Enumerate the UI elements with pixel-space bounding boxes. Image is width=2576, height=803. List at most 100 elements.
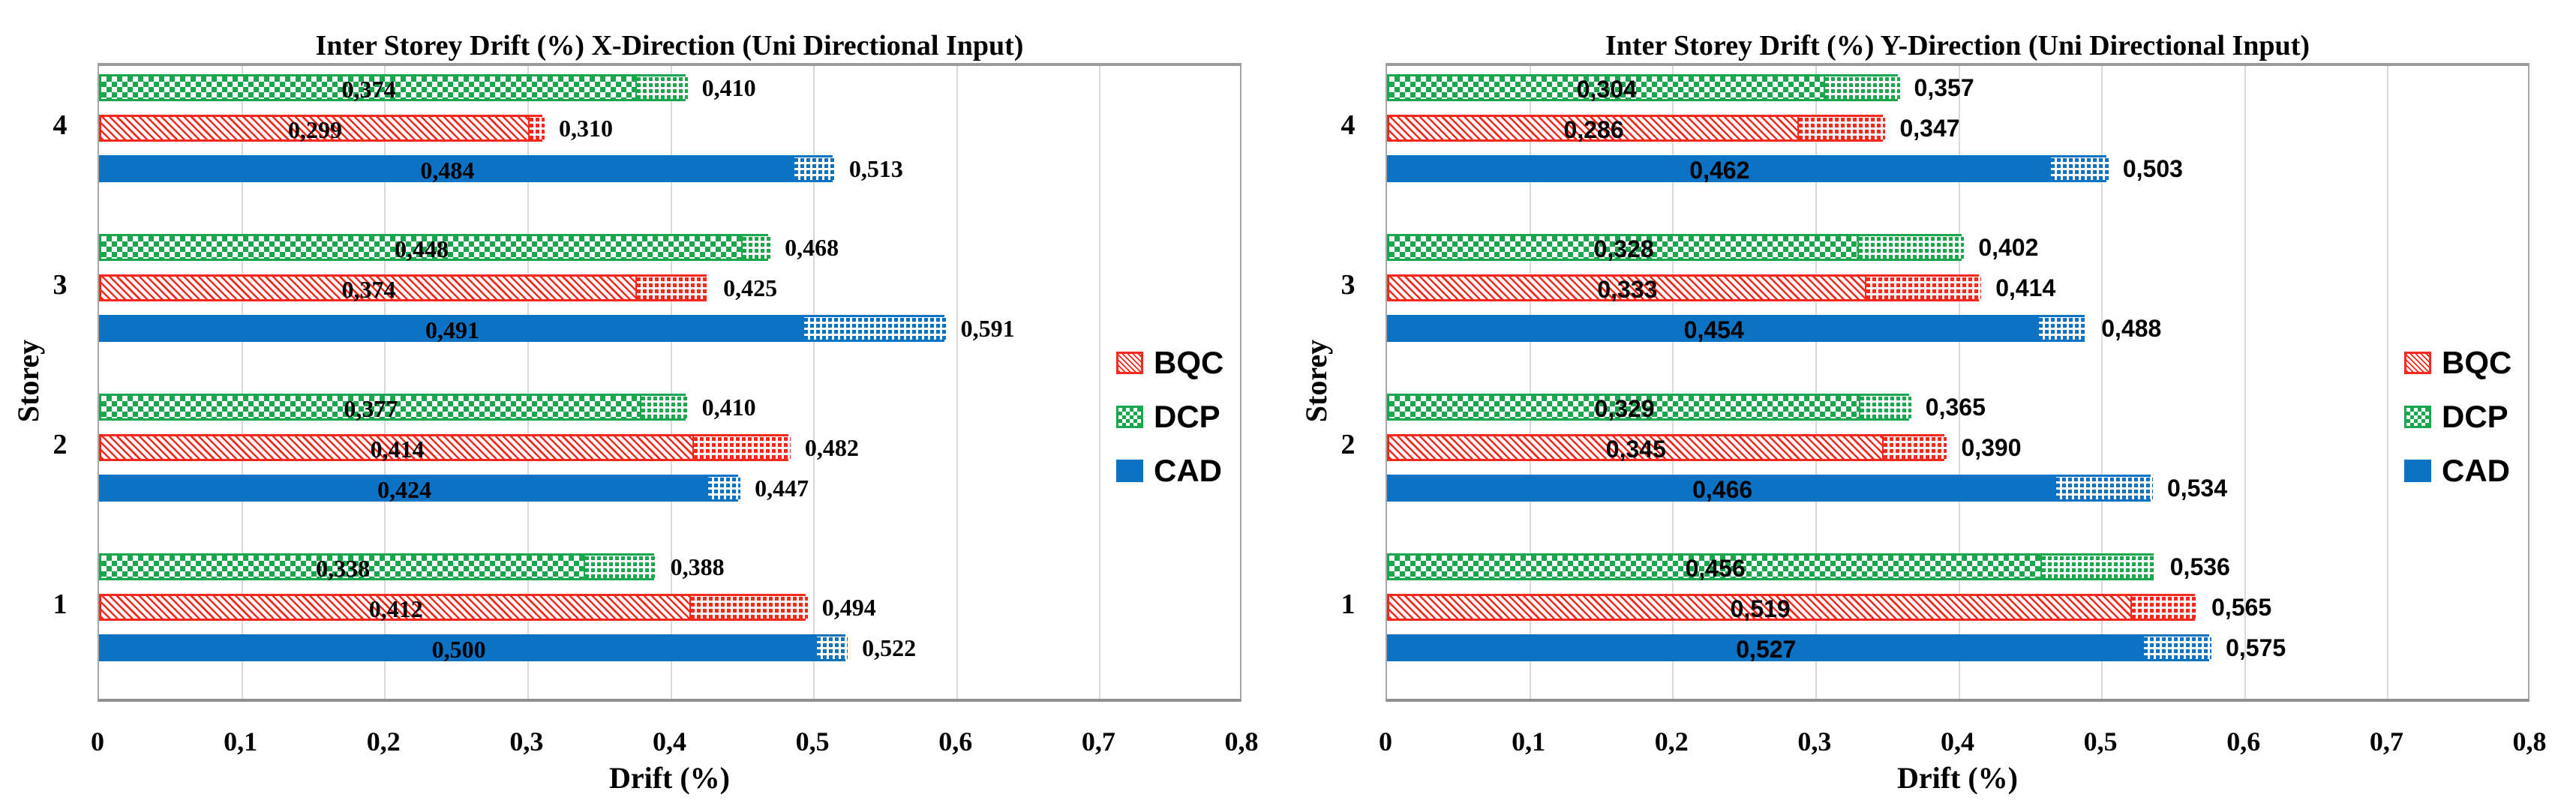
legend-label: DCP: [1154, 399, 1220, 434]
bar-main-segment: [1389, 396, 1860, 418]
bar-value-label-inner: 0,412: [368, 595, 423, 622]
bar-value-label-outer: 0,447: [755, 475, 809, 502]
bar-value-label-inner: 0,286: [1563, 116, 1624, 143]
bar-value-label-inner: 0,456: [1685, 555, 1746, 582]
bar-bqc-storey-2: 0,345: [1387, 434, 1947, 462]
legend-label: BQC: [2442, 345, 2512, 380]
bar-main-segment: [1389, 76, 1824, 99]
x-tick-label: 0,3: [1797, 727, 1832, 757]
bar-main-segment: [101, 477, 708, 499]
bar-value-label-outer: 0,347: [1899, 115, 1960, 142]
bar-extension-segment: [692, 436, 791, 459]
gridline: [2387, 66, 2389, 699]
bar-bqc-storey-4: 0,286: [1387, 115, 1886, 143]
bar-value-label-inner: 0,448: [395, 235, 449, 262]
legend: BQC DCP CAD: [2404, 336, 2511, 498]
gridline: [956, 66, 958, 699]
x-tick-label: 0,2: [366, 727, 401, 757]
bar-value-label-inner: 0,519: [1730, 595, 1791, 622]
bar-value-label-outer: 0,494: [821, 594, 876, 621]
bar-extension-segment: [639, 396, 688, 418]
storey-label: 2: [1341, 429, 1356, 460]
bar-value-label-outer: 0,534: [2166, 475, 2228, 502]
bar-value-label-inner: 0,466: [1692, 476, 1753, 503]
bar-bqc-storey-1: 0,519: [1387, 594, 2198, 622]
x-tick-label: 0,3: [509, 727, 544, 757]
bar-value-label-outer: 0,468: [785, 234, 839, 261]
bar-value-label-outer: 0,390: [1961, 434, 2022, 461]
legend-item-bqc: BQC: [2404, 336, 2511, 390]
x-tick-label: 0,2: [1654, 727, 1689, 757]
bar-extension-segment: [1881, 436, 1947, 459]
chart-x-direction: Inter Storey Drift (%) X-Direction (Uni …: [11, 29, 1259, 795]
bar-dcp-storey-3: 0,448: [99, 234, 771, 262]
bar-cad-storey-2: 0,424: [99, 475, 741, 503]
plot-area: 0,304 0,357 0,286 0,347 0,462 0,503 0,328 0,402…: [1386, 63, 2529, 702]
bar-main-segment: [101, 317, 803, 340]
bar-value-label-inner: 0,374: [341, 76, 396, 103]
bar-value-label-outer: 0,482: [804, 434, 859, 461]
gridline: [1672, 66, 1674, 699]
bar-main-segment: [1389, 596, 2132, 619]
gridline: [384, 66, 386, 699]
bar-extension-segment: [707, 477, 741, 499]
legend-swatch-bqc: [1116, 352, 1143, 374]
chart-title: Inter Storey Drift (%) X-Direction (Uni …: [315, 29, 1024, 61]
x-tick-label: 0,8: [1224, 727, 1259, 757]
bar-main-segment: [1389, 117, 1799, 139]
plot-area: 0,374 0,410 0,299 0,310 0,484 0,513 0,448 0,468…: [98, 63, 1241, 702]
bar-dcp-storey-4: 0,304: [1387, 74, 1900, 102]
gridline: [813, 66, 815, 699]
legend-swatch-dcp: [2404, 406, 2431, 428]
bar-dcp-storey-1: 0,338: [99, 553, 656, 581]
bar-value-label-inner: 0,454: [1683, 316, 1744, 343]
bar-cad-storey-1: 0,527: [1387, 634, 2212, 662]
bar-value-label-outer: 0,488: [2101, 315, 2162, 342]
legend-label: BQC: [1154, 345, 1224, 380]
x-tick-label: 0,4: [1941, 727, 1974, 757]
bar-bqc-storey-3: 0,333: [1387, 274, 1982, 303]
bar-cad-storey-4: 0,462: [1387, 155, 2109, 183]
bar-value-label-inner: 0,414: [370, 436, 425, 463]
bar-extension-segment: [815, 637, 848, 659]
bar-main-segment: [1389, 556, 2042, 578]
bar-value-label-inner: 0,333: [1597, 276, 1658, 303]
storey-label: 4: [1341, 109, 1356, 141]
legend-item-cad: CAD: [2404, 444, 2511, 498]
bar-extension-segment: [2130, 596, 2198, 619]
bar-bqc-storey-2: 0,414: [99, 434, 791, 463]
legend-label: DCP: [2442, 399, 2508, 434]
storey-label: 2: [53, 429, 68, 460]
bar-extension-segment: [584, 556, 656, 578]
bar-value-label-outer: 0,410: [701, 74, 756, 101]
chart-y-direction: Inter Storey Drift (%) Y-Direction (Uni …: [1288, 0, 2576, 803]
bar-extension-segment: [527, 117, 545, 139]
bar-dcp-storey-2: 0,329: [1387, 394, 1911, 422]
x-tick-label: 0,6: [938, 727, 973, 757]
bar-value-label-inner: 0,424: [377, 476, 432, 503]
bar-cad-storey-4: 0,484: [99, 155, 835, 183]
bar-extension-segment: [1857, 236, 1965, 259]
bar-value-label-outer: 0,565: [2211, 594, 2272, 621]
legend: BQC DCP CAD: [1116, 336, 1223, 498]
legend-label: CAD: [2442, 453, 2510, 488]
bar-extension-segment: [689, 596, 808, 619]
x-tick-label: 0,6: [2226, 727, 2261, 757]
gridline: [1529, 66, 1531, 699]
bar-extension-segment: [2037, 317, 2088, 340]
bar-value-label-outer: 0,591: [960, 315, 1015, 342]
bar-value-label-inner: 0,329: [1594, 395, 1655, 422]
bar-main-segment: [1389, 157, 2050, 180]
gridline: [2244, 66, 2246, 699]
bar-value-label-inner: 0,377: [344, 395, 398, 422]
bar-value-label-outer: 0,365: [1925, 394, 1986, 421]
bar-main-segment: [101, 556, 585, 578]
bar-value-label-outer: 0,310: [558, 115, 613, 142]
bar-extension-segment: [1859, 396, 1911, 418]
x-tick-label: 0,1: [1512, 727, 1546, 757]
bar-value-label-inner: 0,374: [341, 276, 396, 303]
bar-main-segment: [101, 277, 636, 299]
bar-extension-segment: [741, 236, 771, 259]
bar-value-label-inner: 0,491: [425, 316, 479, 343]
bar-main-segment: [101, 117, 529, 139]
